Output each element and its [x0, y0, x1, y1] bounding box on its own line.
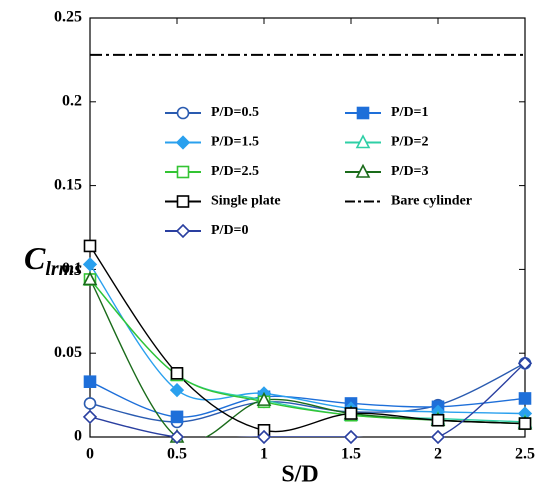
series-line: [90, 279, 525, 437]
series-line: [90, 362, 525, 437]
y-tick-label: 0: [74, 428, 82, 445]
marker: [355, 163, 371, 178]
y-tick-label: 0.2: [62, 92, 82, 109]
marker: [176, 195, 190, 208]
marker: [256, 429, 272, 445]
marker: [83, 397, 97, 410]
x-tick-label: 1: [260, 446, 268, 463]
marker: [355, 134, 371, 149]
marker: [176, 165, 190, 179]
marker: [83, 239, 97, 253]
marker: [175, 223, 191, 239]
marker: [170, 367, 184, 380]
x-tick-label: 0.5: [167, 446, 187, 463]
x-axis-label: S/D: [281, 462, 318, 488]
plot-frame: [89, 17, 526, 438]
marker: [176, 106, 190, 120]
marker: [256, 391, 272, 406]
legend-label: P/D=2: [391, 135, 429, 150]
legend-label: P/D=0: [211, 223, 249, 238]
x-tick-label: 0: [86, 446, 94, 463]
legend-label: P/D=0.5: [211, 105, 259, 120]
marker: [170, 410, 184, 424]
marker: [343, 429, 359, 445]
series-line: [90, 362, 525, 423]
y-label-main: C: [24, 240, 46, 276]
series-layer: [90, 53, 525, 437]
marker: [518, 417, 532, 430]
marker: [344, 407, 358, 420]
x-tick-label: 1.5: [341, 446, 361, 463]
y-label-sub: lrms: [45, 258, 82, 280]
x-tick-label: 2: [434, 446, 442, 463]
series-line: [90, 278, 525, 425]
y-tick-label: 0.1: [62, 260, 82, 277]
legend-label: Bare cylinder: [391, 194, 472, 209]
marker: [83, 375, 97, 388]
legend-label: P/D=2.5: [211, 164, 259, 179]
marker: [356, 106, 370, 120]
y-axis-label: Clrms: [24, 240, 82, 279]
y-tick-label: 0.05: [54, 344, 82, 361]
marker: [82, 409, 98, 425]
marker: [82, 271, 98, 286]
marker: [518, 392, 532, 405]
marker: [169, 429, 185, 445]
legend-label: P/D=1: [391, 105, 429, 120]
marker: [82, 257, 98, 272]
x-tick-label: 2.5: [515, 446, 535, 463]
marker: [431, 413, 445, 427]
marker: [430, 429, 446, 445]
legend-label: P/D=1.5: [211, 135, 259, 150]
series-line: [90, 381, 525, 418]
marker: [169, 382, 185, 398]
series-line: [90, 263, 525, 415]
y-tick-label: 0.25: [54, 9, 82, 26]
marker: [175, 135, 191, 150]
legend-label: P/D=3: [391, 164, 429, 179]
legend-label: Single plate: [211, 194, 281, 209]
y-tick-label: 0.15: [54, 176, 82, 193]
marker: [517, 356, 533, 371]
